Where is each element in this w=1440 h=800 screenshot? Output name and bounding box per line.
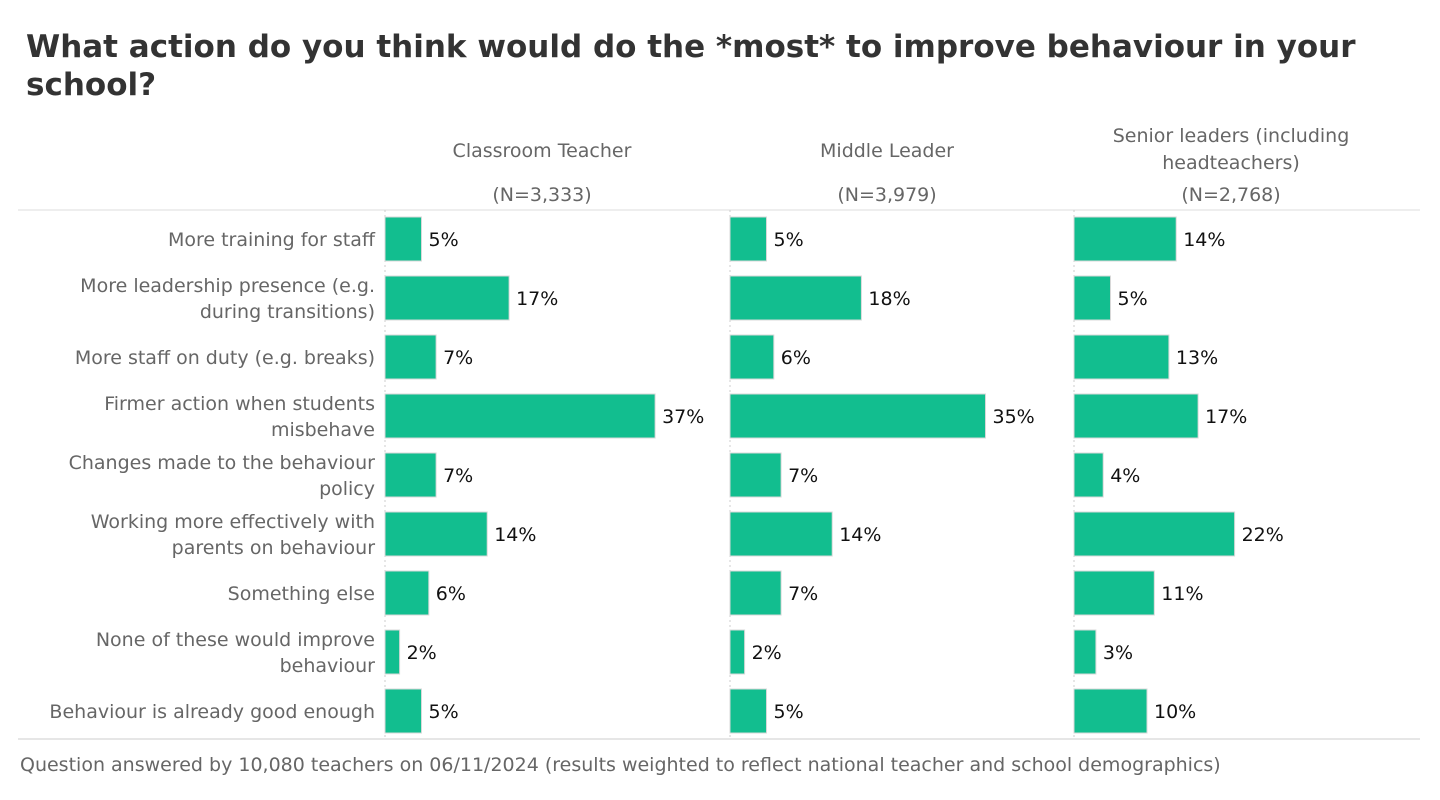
bar [1073, 393, 1199, 439]
series-n-label: (N=3,979) [837, 184, 936, 206]
bar [1073, 216, 1177, 262]
data-label: 7% [788, 465, 818, 487]
footnote: Question answered by 10,080 teachers on … [20, 754, 1221, 776]
category-label: None of these would improve behaviour [96, 629, 375, 677]
bar [1073, 275, 1111, 321]
series-header: Classroom Teacher [453, 140, 632, 162]
series-header: Senior leaders (including headteachers) [1113, 125, 1350, 174]
data-label: 17% [516, 288, 558, 310]
category-label: Changes made to the behaviour policy [69, 452, 376, 500]
series-n-label: (N=3,333) [492, 184, 591, 206]
bar [1073, 452, 1104, 498]
category-label: Something else [228, 583, 375, 605]
bar [1073, 629, 1097, 675]
data-label: 3% [1103, 642, 1133, 664]
data-label: 17% [1205, 406, 1247, 428]
data-label: 37% [662, 406, 704, 428]
bar [384, 216, 422, 262]
category-label: Behaviour is already good enough [49, 701, 375, 723]
series-header: Middle Leader [820, 140, 954, 162]
data-label: 5% [1118, 288, 1148, 310]
data-label: 22% [1242, 524, 1284, 546]
category-label: Working more effectively with parents on … [91, 511, 375, 559]
bar [384, 393, 656, 439]
bar [729, 452, 782, 498]
bar [1073, 511, 1236, 557]
bar [729, 334, 775, 380]
data-label: 7% [788, 583, 818, 605]
data-label: 2% [752, 642, 782, 664]
bar [384, 570, 430, 616]
bar [729, 511, 833, 557]
data-label: 5% [429, 229, 459, 251]
chart-title: What action do you think would do the *m… [26, 29, 1356, 103]
data-label: 14% [494, 524, 536, 546]
bar [729, 275, 862, 321]
data-label: 5% [774, 701, 804, 723]
data-label: 7% [443, 465, 473, 487]
bar [384, 334, 437, 380]
bar [1073, 570, 1155, 616]
bar [384, 688, 422, 734]
category-label: More staff on duty (e.g. breaks) [75, 347, 375, 369]
data-label: 7% [443, 347, 473, 369]
series-n-label: (N=2,768) [1181, 184, 1280, 206]
data-label: 10% [1154, 701, 1196, 723]
category-label: More leadership presence (e.g. during tra… [80, 275, 375, 323]
bar [384, 275, 510, 321]
bar [384, 629, 401, 675]
data-label: 13% [1176, 347, 1218, 369]
bar [384, 452, 437, 498]
category-label: More training for staff [168, 229, 376, 251]
data-label: 11% [1161, 583, 1203, 605]
data-label: 14% [1183, 229, 1225, 251]
bar [729, 629, 746, 675]
data-label: 5% [429, 701, 459, 723]
data-label: 5% [774, 229, 804, 251]
bar [729, 688, 767, 734]
bar [729, 216, 767, 262]
data-label: 14% [839, 524, 881, 546]
data-label: 6% [781, 347, 811, 369]
data-label: 6% [436, 583, 466, 605]
data-label: 35% [993, 406, 1035, 428]
data-label: 2% [407, 642, 437, 664]
bar [384, 511, 488, 557]
bar [729, 570, 782, 616]
bar [1073, 688, 1148, 734]
bar [729, 393, 986, 439]
data-label: 18% [868, 288, 910, 310]
data-label: 4% [1110, 465, 1140, 487]
category-label: Firmer action when students misbehave [104, 393, 375, 441]
bar [1073, 334, 1170, 380]
